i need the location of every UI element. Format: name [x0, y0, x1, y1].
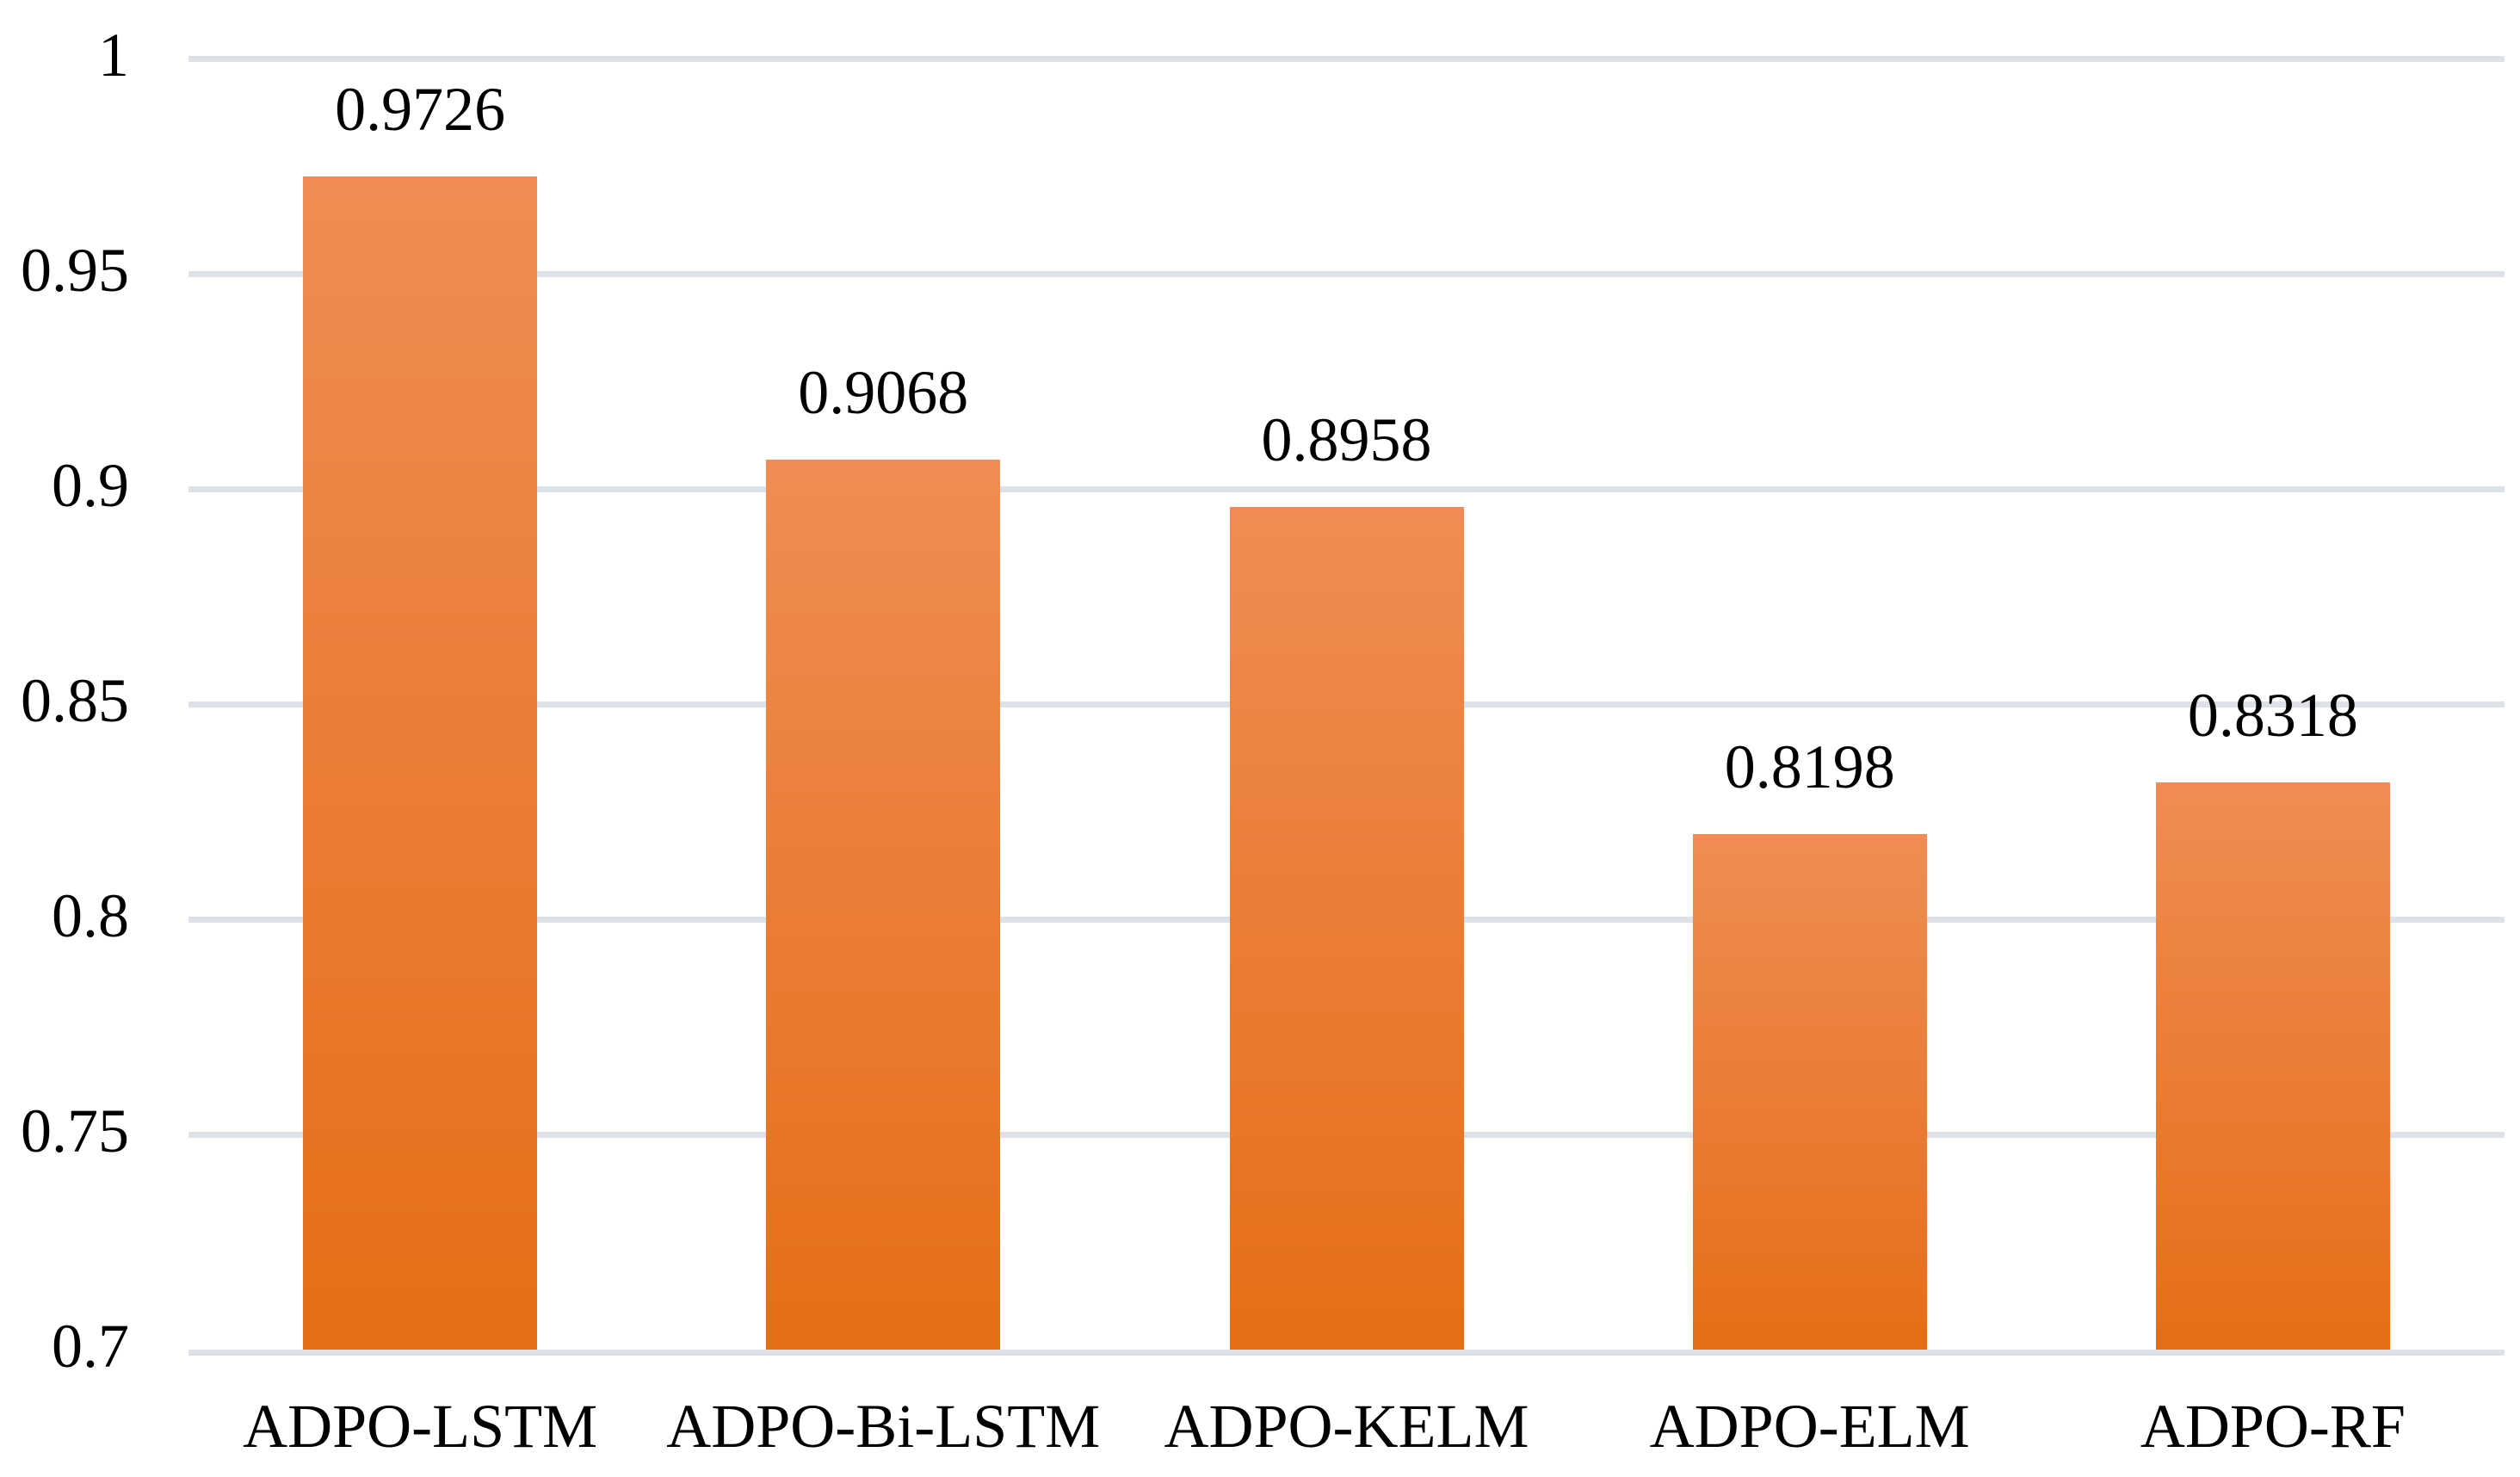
y-tick-label: 0.8 [52, 881, 129, 950]
y-tick-label: 0.9 [52, 451, 129, 520]
bar-ADPO-RF [2155, 782, 2390, 1350]
bar-value-label: 0.9726 [335, 75, 506, 144]
bar-value-label: 0.9068 [798, 358, 969, 427]
x-category-label: ADPO-Bi-LSTM [666, 1392, 1101, 1461]
bar-value-label: 0.8318 [2187, 681, 2358, 750]
bar-ADPO-Bi-LSTM [766, 460, 1001, 1350]
bar-value-label: 0.8198 [1724, 732, 1895, 801]
gridline [188, 486, 2505, 492]
x-axis-baseline [188, 1350, 2505, 1356]
gridline [188, 271, 2505, 277]
y-tick-label: 0.7 [52, 1312, 129, 1381]
bar-ADPO-KELM [1229, 507, 1464, 1350]
x-category-label: ADPO-RF [2140, 1392, 2406, 1461]
x-category-label: ADPO-LSTM [243, 1392, 598, 1461]
y-tick-label: 0.85 [21, 666, 129, 735]
y-tick-label: 0.95 [21, 236, 129, 305]
y-tick-label: 1 [98, 21, 129, 90]
gridline [188, 56, 2505, 62]
bar-ADPO-ELM [1692, 834, 1927, 1350]
x-category-label: ADPO-KELM [1164, 1392, 1529, 1461]
bar-value-label: 0.8958 [1261, 405, 1432, 474]
y-tick-label: 0.75 [21, 1097, 129, 1165]
x-category-label: ADPO-ELM [1649, 1392, 1970, 1461]
bar-ADPO-LSTM [303, 176, 538, 1350]
